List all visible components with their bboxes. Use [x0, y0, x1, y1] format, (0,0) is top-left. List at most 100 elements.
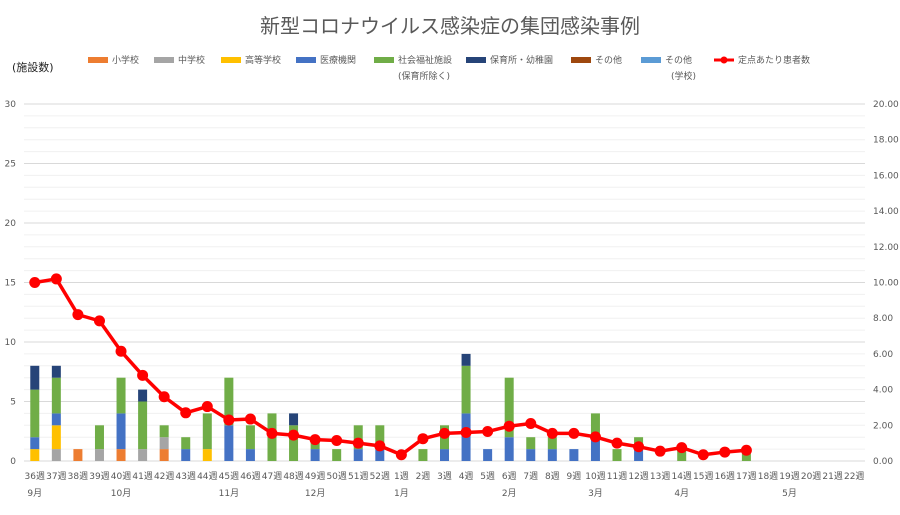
bar-segment — [634, 449, 644, 461]
month-label: 4月 — [674, 488, 689, 499]
line-point — [50, 273, 62, 285]
y2-tick-label: 0.00 — [873, 457, 893, 467]
line-point — [395, 449, 407, 461]
line-point — [654, 445, 666, 457]
legend-label: その他 — [595, 54, 622, 66]
line-point — [309, 434, 321, 446]
x-tick-label: 8週 — [545, 471, 560, 482]
bar-segment — [461, 365, 471, 414]
month-label: 10月 — [111, 488, 131, 499]
line-point — [568, 427, 580, 439]
bar-segment — [116, 377, 126, 414]
bar-segment — [569, 449, 579, 461]
x-tick-label: 52週 — [370, 471, 390, 482]
y2-tick-label: 20.00 — [873, 100, 899, 110]
bar-segment — [289, 425, 299, 461]
legend-label: 医療機関 — [320, 54, 356, 66]
bar-segment — [94, 449, 104, 461]
legend-swatch — [641, 57, 661, 63]
bar-segment — [51, 377, 61, 414]
x-tick-label: 43週 — [176, 471, 196, 482]
legend: 小学校 中学校 高等学校 医療機関 社会福祉施設 (保育所除く) 保育所・幼稚園 その他 その他… — [88, 54, 810, 82]
bar-segment — [504, 377, 514, 438]
legend-label: 社会福祉施設 — [398, 54, 452, 66]
month-label: 9月 — [27, 488, 42, 499]
y2-tick-label: 2.00 — [873, 421, 893, 431]
bar-segment — [440, 449, 449, 461]
x-tick-label: 5週 — [480, 471, 495, 482]
bar-segment — [138, 401, 148, 450]
bar-segment — [30, 389, 40, 438]
month-label: 12月 — [305, 488, 325, 499]
line-point — [439, 427, 450, 439]
line-point — [482, 426, 494, 438]
bar-segment — [418, 449, 428, 461]
y2-tick-label: 4.00 — [873, 386, 893, 396]
x-tick-label: 10週 — [585, 471, 605, 482]
bar-segment — [590, 437, 600, 461]
bar-segment — [332, 449, 342, 461]
bar-segment — [30, 449, 40, 461]
bar-segment — [375, 449, 385, 461]
line-point — [266, 427, 278, 439]
legend-swatch — [88, 57, 108, 63]
y-axis-unit-label: (施設数) — [12, 60, 54, 74]
bar-segment — [590, 413, 600, 438]
line-point — [633, 441, 645, 453]
bar-segment — [245, 449, 255, 461]
x-tick-label: 9週 — [567, 471, 582, 482]
line-point — [676, 442, 688, 454]
legend-label: 高等学校 — [245, 54, 281, 66]
x-tick-label: 2週 — [416, 471, 431, 482]
y-tick-label: 30 — [5, 100, 17, 110]
y2-tick-label: 16.00 — [873, 171, 899, 181]
y-tick-label: 0 — [10, 457, 16, 467]
line-point — [697, 449, 709, 461]
bar-segment — [224, 377, 234, 426]
x-tick-label: 18週 — [758, 471, 778, 482]
line-point — [503, 420, 515, 432]
line-point — [460, 426, 472, 438]
x-tick-label: 36週 — [25, 471, 45, 482]
bar-segment — [94, 425, 104, 450]
legend-label: 中学校 — [178, 54, 205, 66]
y-tick-label: 25 — [5, 160, 16, 170]
line-point — [331, 434, 343, 446]
legend-label: その他 — [665, 54, 692, 66]
x-tick-label: 45週 — [219, 471, 239, 482]
line-point — [374, 440, 386, 452]
x-tick-label: 50週 — [326, 471, 346, 482]
legend-swatch — [466, 57, 486, 63]
legend-swatch — [374, 57, 394, 63]
line-point — [158, 391, 170, 403]
x-tick-label: 13週 — [650, 471, 670, 482]
bar-segment — [353, 425, 363, 450]
bar-segment — [159, 449, 169, 461]
bar-segment — [547, 437, 557, 450]
x-tick-label: 44週 — [197, 471, 217, 482]
line-point — [223, 414, 235, 426]
bar-segment — [30, 365, 40, 390]
x-tick-label: 12週 — [628, 471, 648, 482]
x-tick-label: 51週 — [348, 471, 368, 482]
legend-sublabel: (保育所除く) — [398, 70, 450, 82]
bar-segment — [224, 425, 234, 461]
line-point — [137, 369, 149, 381]
line-point — [201, 401, 213, 413]
x-tick-label: 22週 — [844, 471, 864, 482]
x-tick-label: 4週 — [459, 471, 474, 482]
month-label: 1月 — [394, 488, 409, 499]
y-tick-label: 20 — [5, 219, 17, 229]
y2-tick-label: 18.00 — [873, 136, 899, 146]
bar-segment — [310, 449, 320, 461]
line-point — [29, 277, 41, 288]
legend-swatch — [571, 57, 591, 63]
line-point — [115, 345, 127, 357]
month-label: 3月 — [588, 488, 603, 499]
line-point — [546, 427, 558, 439]
x-tick-label: 42週 — [154, 471, 174, 482]
line-point — [589, 431, 601, 443]
line-series — [29, 273, 752, 461]
x-tick-label: 7週 — [523, 471, 538, 482]
bar-segment — [138, 449, 148, 461]
